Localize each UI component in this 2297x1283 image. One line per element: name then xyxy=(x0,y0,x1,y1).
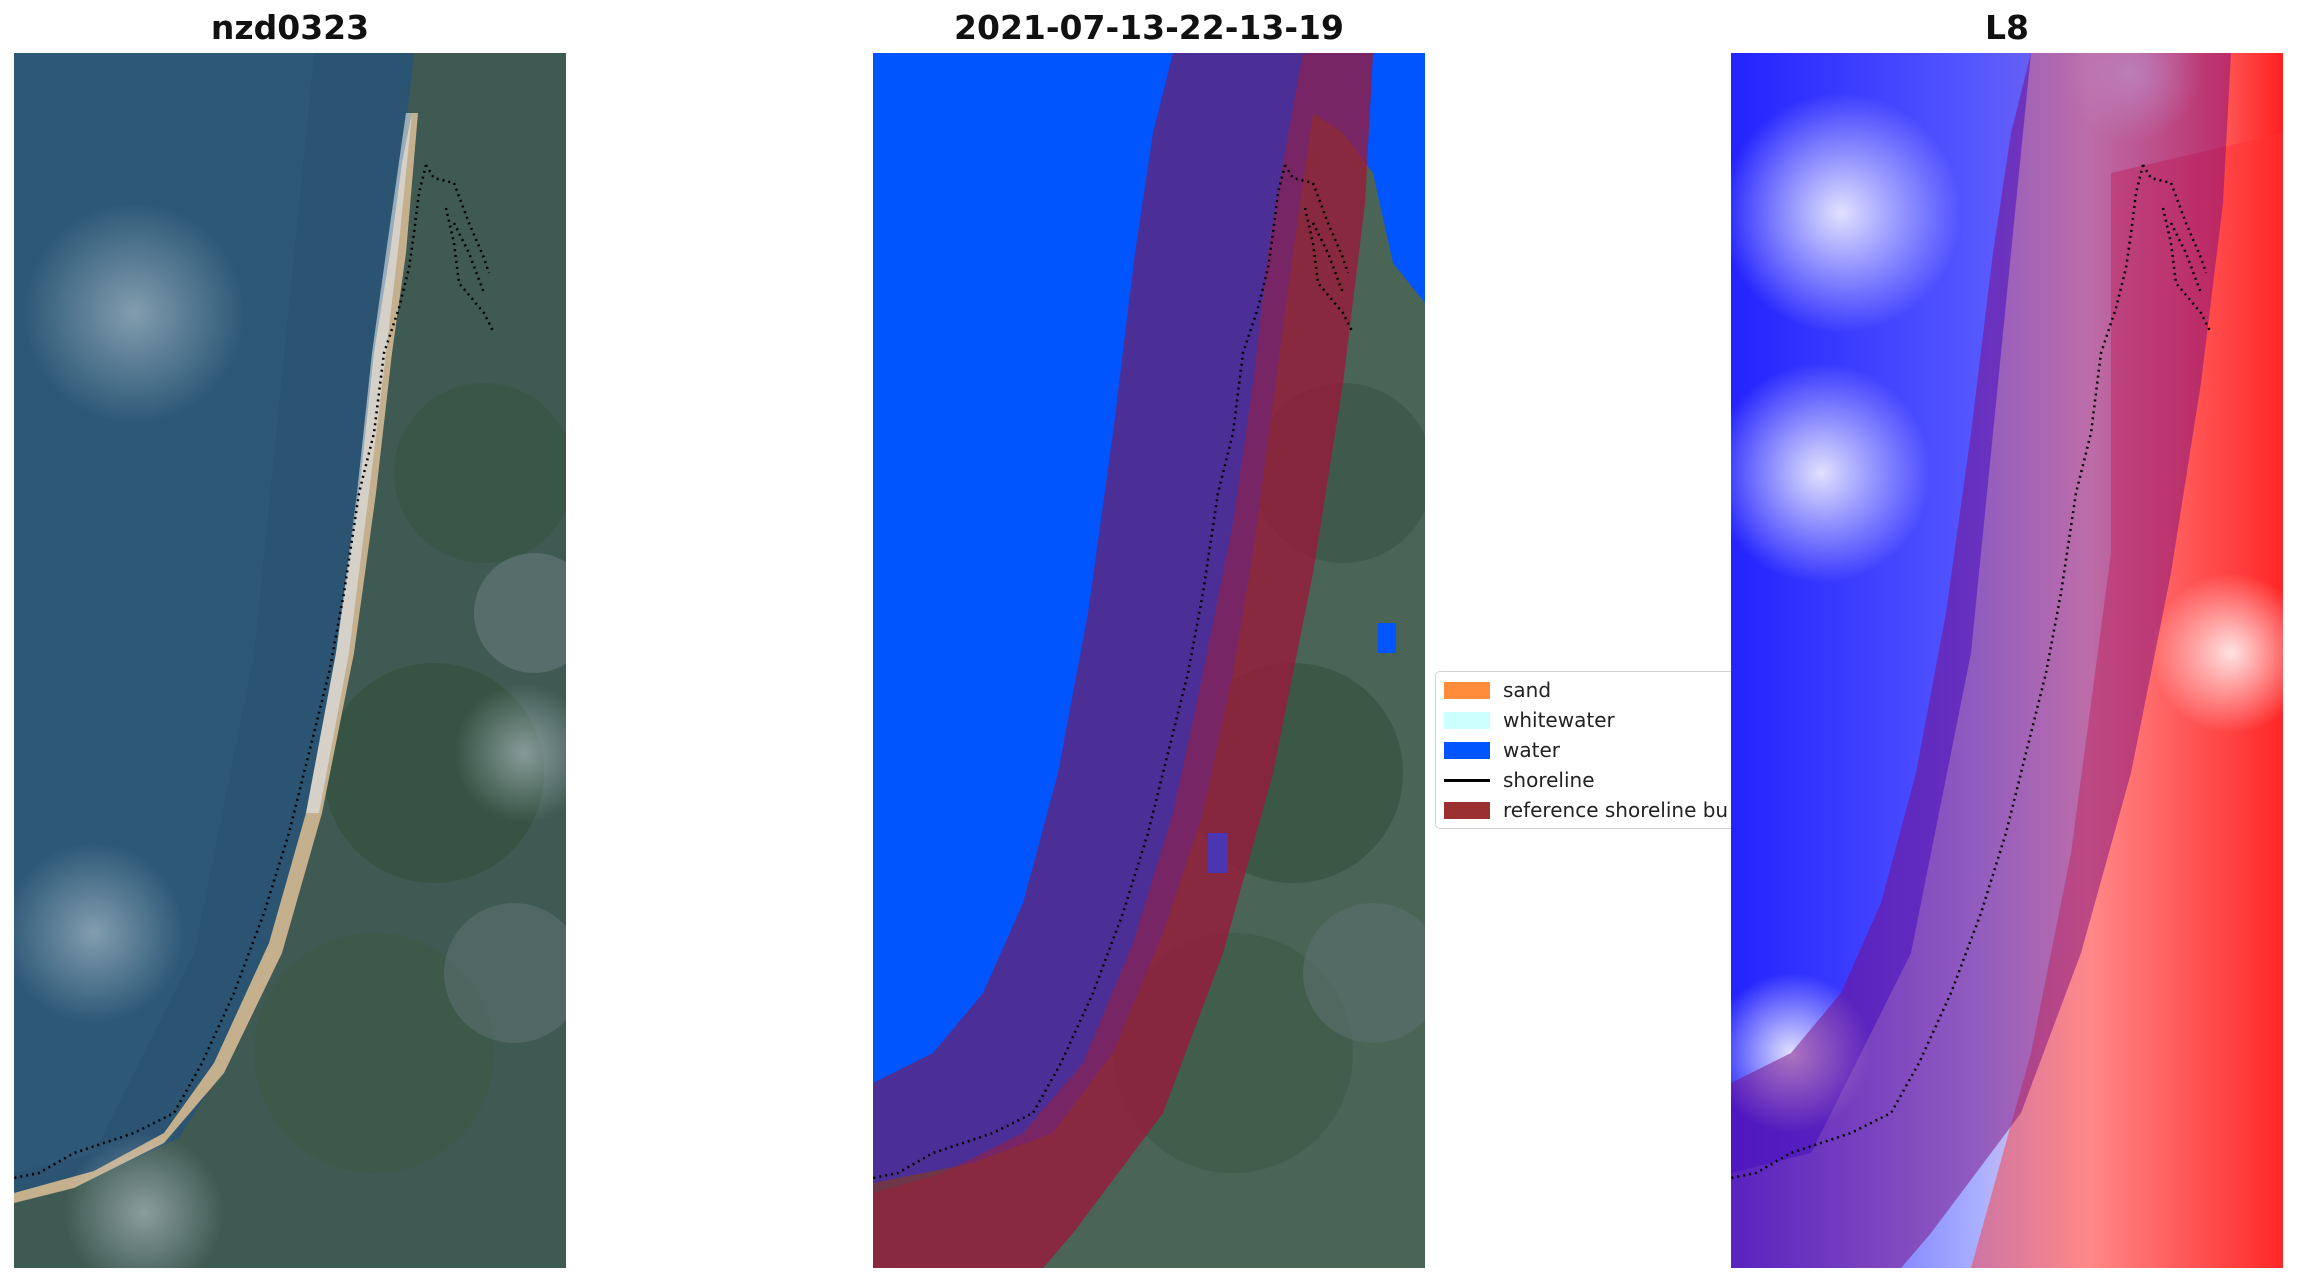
legend-item-shoreline: shoreline xyxy=(1436,765,1736,795)
legend-item-whitewater: whitewater xyxy=(1436,705,1736,735)
rgb-satellite-image xyxy=(14,53,566,1268)
shoreline-line-swatch xyxy=(1444,779,1490,782)
legend-label-whitewater: whitewater xyxy=(1503,708,1615,732)
sand-swatch xyxy=(1444,682,1490,699)
index-image-panel xyxy=(1731,53,2283,1268)
legend-item-sand: sand xyxy=(1436,675,1736,705)
classified-image xyxy=(873,53,1425,1268)
panel-title-rgb: nzd0323 xyxy=(210,8,370,47)
legend-label-reference-shoreline-buffer: reference shoreline bu xyxy=(1503,798,1729,822)
reference-buffer-swatch xyxy=(1444,802,1490,819)
legend: sand whitewater water shoreline referenc… xyxy=(1435,671,1737,829)
rgb-image-panel xyxy=(14,53,566,1268)
water-swatch xyxy=(1444,742,1490,759)
legend-label-shoreline: shoreline xyxy=(1503,768,1595,792)
whitewater-swatch xyxy=(1444,712,1490,729)
legend-item-water: water xyxy=(1436,735,1736,765)
legend-item-reference-shoreline-buffer: reference shoreline bu xyxy=(1436,795,1736,825)
legend-label-sand: sand xyxy=(1503,678,1552,702)
panel-title-index: L8 xyxy=(1985,8,2029,47)
classified-image-panel xyxy=(873,53,1425,1268)
index-image xyxy=(1731,53,2283,1268)
legend-label-water: water xyxy=(1503,738,1560,762)
panel-title-classified: 2021-07-13-22-13-19 xyxy=(954,8,1344,47)
